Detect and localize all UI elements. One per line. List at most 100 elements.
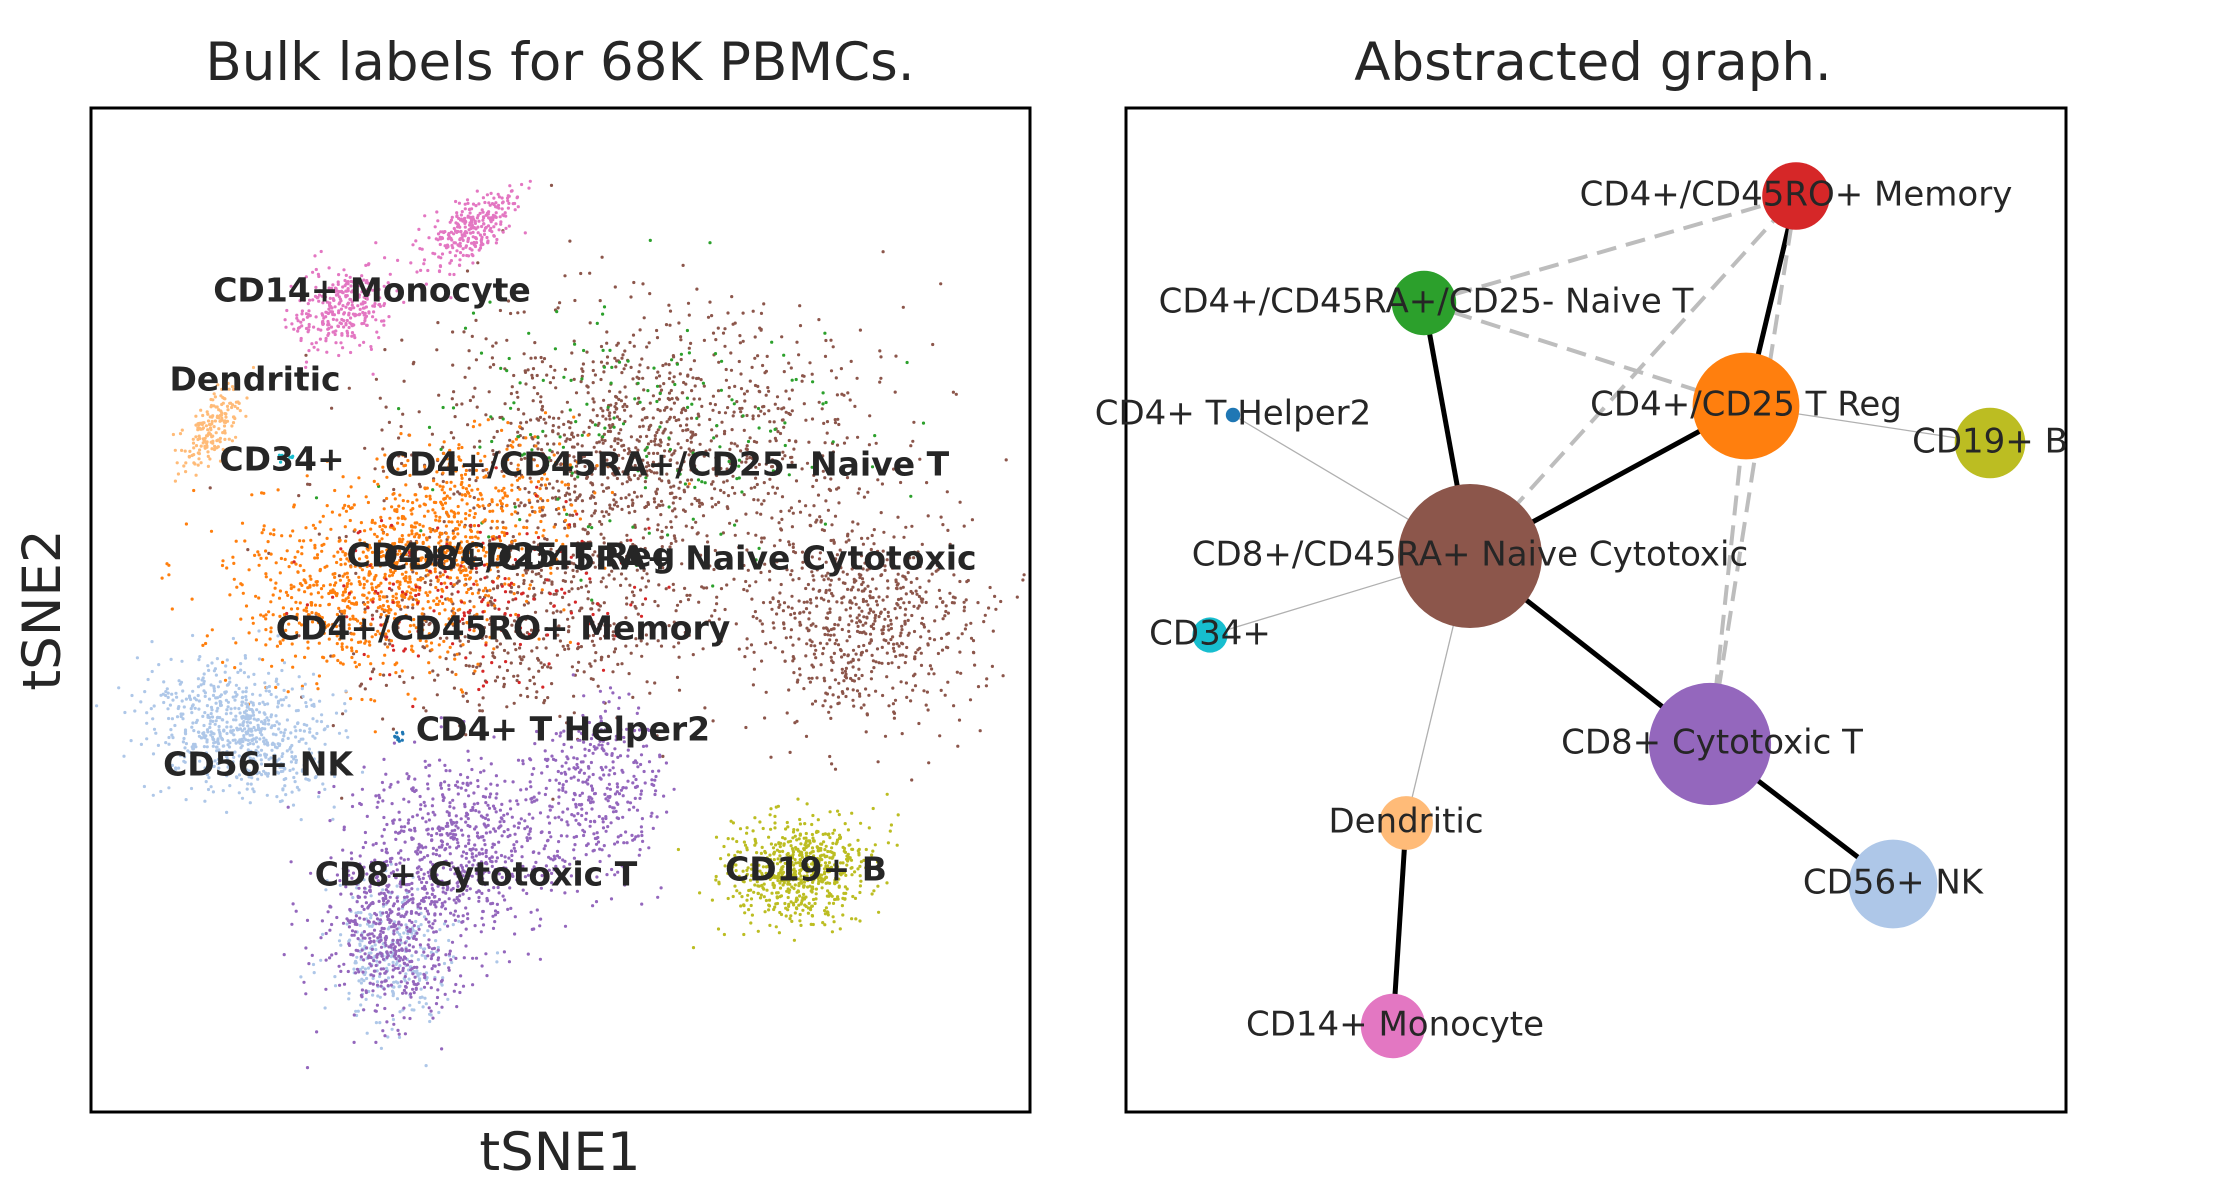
tsne-point-cd4-cd25-t-reg — [280, 658, 284, 662]
tsne-point-cd8-cd45ra-naive-cytotoxic — [647, 451, 651, 455]
tsne-point-cd56-nk — [206, 787, 211, 792]
tsne-point-cd8-cd45ra-naive-cytotoxic — [536, 628, 540, 632]
tsne-point-cd8-cd45ra-naive-cytotoxic — [375, 609, 379, 613]
tsne-point-cd56-nk — [344, 709, 348, 713]
tsne-point-cd56-nk — [145, 711, 149, 715]
tsne-point-cd56-nk — [374, 1021, 378, 1025]
tsne-point-cd8-cd45ra-naive-cytotoxic — [750, 456, 755, 460]
tsne-point-cd4-cd45ra-cd25-naive-t — [553, 347, 558, 351]
tsne-point-cd8-cd45ra-naive-cytotoxic — [903, 613, 907, 617]
tsne-point-cd56-nk — [438, 928, 442, 932]
tsne-point-cd8-cd45ra-naive-cytotoxic — [802, 600, 806, 604]
tsne-point-cd8-cd45ra-naive-cytotoxic — [547, 482, 552, 486]
tsne-point-cd56-nk — [267, 722, 271, 726]
tsne-point-cd8-cd45ra-naive-cytotoxic — [852, 548, 856, 552]
tsne-point-cd4-cd25-t-reg — [410, 587, 414, 591]
tsne-point-cd8-cd45ra-naive-cytotoxic — [557, 489, 561, 493]
tsne-point-cd8-cd45ra-naive-cytotoxic — [604, 510, 609, 514]
tsne-point-cd4-cd25-t-reg — [276, 488, 280, 492]
tsne-point-cd8-cd45ra-naive-cytotoxic — [599, 532, 603, 536]
tsne-point-cd8-cd45ra-naive-cytotoxic — [623, 419, 627, 424]
tsne-point-cd8-cd45ra-naive-cytotoxic — [597, 608, 601, 612]
tsne-point-cd8-cd45ra-naive-cytotoxic — [822, 626, 826, 630]
tsne-point-cd8-cd45ra-naive-cytotoxic — [660, 479, 664, 483]
tsne-point-cd8-cd45ra-naive-cytotoxic — [554, 495, 558, 499]
tsne-point-cd8-cd45ra-naive-cytotoxic — [815, 568, 819, 572]
tsne-point-cd4-cd25-t-reg — [473, 614, 477, 618]
tsne-point-cd4-cd25-t-reg — [372, 577, 376, 582]
tsne-point-cd4-cd25-t-reg — [490, 519, 494, 524]
tsne-point-cd4-cd25-t-reg — [339, 661, 343, 665]
tsne-point-cd8-cd45ra-naive-cytotoxic — [646, 517, 650, 521]
tsne-point-cd8-cd45ra-naive-cytotoxic — [787, 540, 791, 544]
tsne-point-cd8-cd45ra-naive-cytotoxic — [757, 389, 761, 393]
tsne-point-cd8-cd45ra-naive-cytotoxic — [656, 639, 660, 643]
tsne-point-cd56-nk — [429, 1013, 433, 1017]
tsne-point-cd4-cd25-t-reg — [311, 523, 315, 527]
tsne-point-cd8-cd45ra-naive-cytotoxic — [860, 536, 864, 541]
tsne-point-cd56-nk — [424, 1064, 428, 1068]
tsne-point-cd8-cd45ra-naive-cytotoxic — [529, 418, 533, 422]
tsne-point-cd8-cd45ra-naive-cytotoxic — [524, 420, 529, 424]
tsne-point-cd8-cd45ra-naive-cytotoxic — [602, 536, 606, 540]
tsne-point-cd8-cd45ra-naive-cytotoxic — [577, 660, 581, 664]
tsne-point-cd4-cd25-t-reg — [414, 564, 418, 568]
tsne-point-cd8-cd45ra-naive-cytotoxic — [760, 622, 764, 626]
tsne-point-cd4-cd25-t-reg — [442, 491, 446, 495]
tsne-point-cd4-cd45ra-cd25-naive-t — [787, 473, 791, 477]
tsne-point-cd56-nk — [239, 662, 243, 666]
tsne-point-cd8-cd45ra-naive-cytotoxic — [641, 376, 645, 380]
tsne-point-cd8-cd45ra-naive-cytotoxic — [797, 599, 801, 603]
tsne-point-cd8-cd45ra-naive-cytotoxic — [655, 528, 660, 532]
tsne-point-cd8-cd45ra-naive-cytotoxic — [646, 442, 651, 446]
tsne-point-cd4-cd25-t-reg — [480, 497, 484, 501]
tsne-point-cd8-cd45ra-naive-cytotoxic — [634, 556, 638, 560]
tsne-point-cd4-cd25-t-reg — [455, 527, 460, 531]
tsne-point-cd4-cd25-t-reg — [398, 580, 402, 584]
tsne-point-cd8-cd45ra-naive-cytotoxic — [582, 430, 586, 434]
tsne-point-cd56-nk — [321, 932, 325, 937]
tsne-point-cd4-cd45ra-cd25-naive-t — [655, 384, 660, 388]
tsne-point-cd8-cd45ra-naive-cytotoxic — [509, 548, 513, 552]
tsne-point-cd8-cd45ra-naive-cytotoxic — [723, 344, 727, 348]
tsne-point-cd4-cd25-t-reg — [538, 506, 542, 510]
tsne-point-cd8-cd45ra-naive-cytotoxic — [794, 439, 798, 443]
tsne-point-cd4-cd25-t-reg — [395, 508, 399, 512]
tsne-point-cd8-cd45ra-naive-cytotoxic — [612, 577, 616, 581]
tsne-point-cd8-cd45ra-naive-cytotoxic — [804, 734, 809, 739]
tsne-point-cd8-cd45ra-naive-cytotoxic — [857, 487, 862, 491]
tsne-point-cd4-cd25-t-reg — [370, 550, 375, 555]
tsne-point-cd4-cd25-t-reg — [418, 523, 422, 527]
tsne-point-cd4-cd25-t-reg — [352, 596, 356, 600]
tsne-point-cd8-cd45ra-naive-cytotoxic — [976, 601, 980, 605]
tsne-point-cd8-cd45ra-naive-cytotoxic — [526, 614, 530, 619]
tsne-point-cd8-cd45ra-naive-cytotoxic — [850, 601, 854, 605]
tsne-point-cd8-cd45ra-naive-cytotoxic — [620, 371, 624, 375]
tsne-point-cd4-cd25-t-reg — [414, 493, 418, 497]
tsne-point-cd4-cd25-t-reg — [520, 617, 524, 622]
tsne-point-cd56-nk — [267, 718, 271, 722]
tsne-point-cd8-cd45ra-naive-cytotoxic — [808, 638, 812, 642]
tsne-point-cd8-cd45ra-naive-cytotoxic — [489, 526, 493, 530]
tsne-point-cd8-cd45ra-naive-cytotoxic — [651, 416, 655, 420]
tsne-point-cd8-cd45ra-naive-cytotoxic — [756, 354, 760, 358]
tsne-point-cd56-nk — [177, 705, 181, 709]
tsne-point-cd8-cd45ra-naive-cytotoxic — [402, 680, 406, 685]
tsne-point-cd56-nk — [256, 723, 260, 727]
tsne-point-cd8-cytotoxic-t — [335, 915, 339, 920]
tsne-point-cd4-cd45ra-cd25-naive-t — [635, 563, 639, 568]
tsne-point-cd8-cd45ra-naive-cytotoxic — [678, 424, 683, 428]
tsne-point-cd8-cd45ra-naive-cytotoxic — [638, 435, 643, 439]
tsne-point-cd8-cd45ra-naive-cytotoxic — [787, 361, 791, 365]
tsne-point-cd4-cd45ro-memory — [388, 673, 392, 677]
tsne-point-cd4-cd25-t-reg — [444, 531, 448, 535]
tsne-point-cd56-nk — [339, 933, 343, 937]
tsne-point-cd56-nk — [225, 731, 229, 736]
tsne-point-cd56-nk — [205, 728, 210, 732]
tsne-point-cd8-cd45ra-naive-cytotoxic — [824, 560, 828, 564]
tsne-point-cd8-cd45ra-naive-cytotoxic — [599, 658, 603, 662]
tsne-point-cd56-nk — [450, 960, 454, 965]
tsne-point-cd8-cd45ra-naive-cytotoxic — [638, 425, 642, 429]
tsne-point-cd4-cd25-t-reg — [370, 582, 374, 586]
tsne-point-cd8-cd45ra-naive-cytotoxic — [664, 323, 669, 327]
